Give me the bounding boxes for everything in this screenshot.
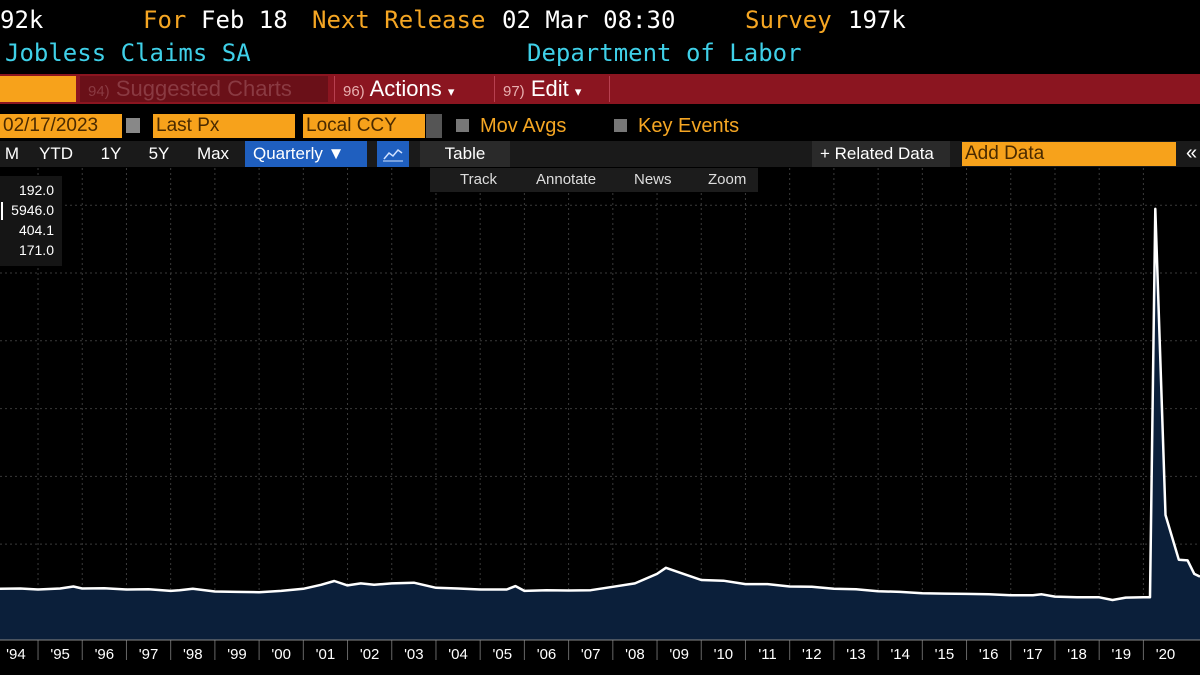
x-tick-label: '07 [581, 646, 601, 663]
menu-input[interactable] [0, 76, 76, 102]
suggested-charts[interactable]: 94) Suggested Charts [80, 76, 328, 102]
x-tick-label: '10 [714, 646, 734, 663]
next-release-date: 02 Mar 08:30 [502, 6, 676, 34]
next-release-label: Next Release [312, 6, 486, 34]
chart-tool[interactable]: Track [460, 171, 497, 188]
x-tick-label: '13 [846, 646, 866, 663]
survey-value: 197k [848, 6, 906, 34]
period-button[interactable]: Max [196, 144, 230, 163]
for-label: For [143, 6, 187, 34]
legend-stat: 404.1 [18, 222, 54, 238]
mov-avgs-label: Mov Avgs [480, 115, 567, 137]
x-tick-label: '18 [1067, 646, 1087, 663]
area-fill [0, 208, 1200, 640]
menu-arrow: ▾ [574, 84, 582, 99]
add-data-input[interactable]: Add Data [962, 142, 1176, 166]
frequency-select[interactable]: Quarterly ▼ [245, 141, 367, 167]
chart: '94 '95 '96 '97 '98 '99 '00 '01 '02 '03 '04 '05 '06 '… [0, 168, 1200, 663]
x-tick-label: '16 [979, 646, 999, 663]
period-button[interactable]: 1Y [100, 144, 122, 163]
x-tick-label: '05 [493, 646, 513, 663]
x-tick-label: '17 [1023, 646, 1043, 663]
menu-label: Suggested Charts [115, 76, 292, 101]
related-data-button[interactable]: + Related Data [812, 141, 950, 167]
period-button[interactable]: YTD [39, 144, 73, 163]
source: Department of Labor [527, 39, 802, 67]
x-tick-label: '08 [625, 646, 645, 663]
x-tick-label: '11 [758, 646, 776, 663]
x-tick-label: '15 [935, 646, 955, 663]
legend-stat: 5946.0 [11, 202, 54, 218]
x-tick-label: '03 [404, 646, 424, 663]
actions-menu[interactable]: 96) Actions ▾ [334, 76, 490, 102]
x-tick-label: '96 [95, 646, 115, 663]
x-tick-label: '01 [316, 646, 336, 663]
survey-label: Survey [745, 6, 832, 34]
x-tick-label: '20 [1156, 646, 1176, 663]
menu-number: 96) [343, 83, 365, 100]
table-button[interactable]: Table [420, 141, 510, 167]
menu-number: 97) [503, 83, 525, 100]
for-date: Feb 18 [201, 6, 288, 34]
x-tick-label: '02 [360, 646, 380, 663]
x-tick-label: '12 [802, 646, 822, 663]
edit-menu[interactable]: 97) Edit ▾ [494, 76, 610, 102]
menu-label: Edit [530, 76, 569, 101]
period-button[interactable]: 5Y [148, 144, 170, 163]
menu-arrow: ▾ [447, 84, 455, 99]
key-events-label: Key Events [638, 115, 740, 137]
key-events-checkbox[interactable] [614, 119, 627, 137]
chart-tools: Track Annotate News Zoom [430, 168, 758, 192]
x-tick-label: '00 [271, 646, 291, 663]
last-value: 92k [0, 6, 44, 34]
period-button[interactable]: M [4, 144, 20, 163]
x-tick-label: '95 [50, 646, 70, 663]
x-tick-label: '19 [1112, 646, 1132, 663]
x-tick-label: '14 [890, 646, 910, 663]
chart-tool[interactable]: News [634, 171, 672, 188]
collapse-button[interactable]: « [1186, 142, 1198, 164]
chart-tool[interactable]: Annotate [536, 171, 597, 188]
chart-type-button[interactable] [377, 141, 409, 167]
field-select[interactable]: Last Px [153, 114, 295, 138]
x-tick-label: '94 [6, 646, 26, 663]
legend-stat: 171.0 [18, 242, 54, 258]
currency-select[interactable]: Local CCY [303, 114, 425, 138]
legend-stat: 192.0 [18, 182, 54, 198]
x-tick-label: '09 [669, 646, 689, 663]
x-tick-label: '06 [537, 646, 557, 663]
x-tick-label: '99 [227, 646, 247, 663]
dropdown-arrow[interactable] [426, 114, 442, 138]
data-line [0, 207, 1200, 602]
x-tick-label: '98 [183, 646, 203, 663]
legend-box: 192.0 5946.0 404.1 171.0 [0, 176, 62, 266]
menu-label: Actions [369, 76, 442, 101]
calendar-icon[interactable] [126, 118, 140, 133]
chart-tool[interactable]: Zoom [708, 171, 747, 188]
security-title: Jobless Claims SA [5, 39, 251, 67]
x-tick-label: '97 [139, 646, 159, 663]
mov-avgs-checkbox[interactable] [456, 119, 469, 137]
x-tick-label: '04 [448, 646, 468, 663]
menu-number: 94) [88, 83, 110, 100]
date-input[interactable]: 02/17/2023 [0, 114, 122, 138]
legend-marker [1, 202, 3, 220]
